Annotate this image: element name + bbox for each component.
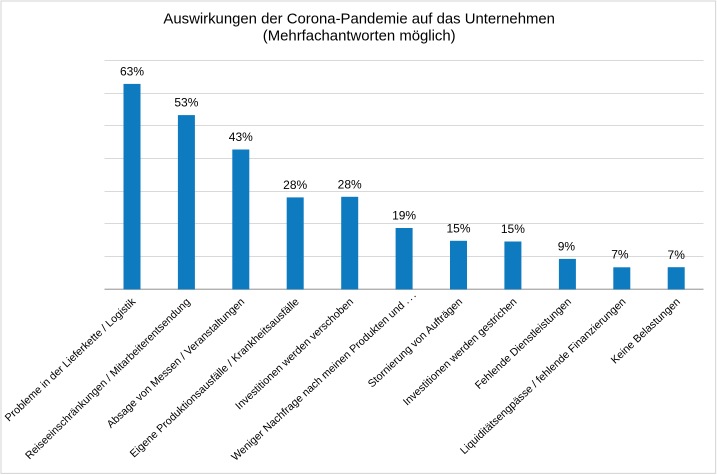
svg-text:15%: 15% <box>446 221 470 235</box>
svg-text:9%: 9% <box>558 240 576 254</box>
svg-text:7%: 7% <box>668 248 686 262</box>
svg-text:43%: 43% <box>229 130 253 144</box>
svg-text:19%: 19% <box>392 209 416 223</box>
svg-text:53%: 53% <box>174 96 198 110</box>
svg-text:Fehlende Dienstleistungen: Fehlende Dienstleistungen <box>473 296 574 392</box>
svg-text:63%: 63% <box>120 65 144 79</box>
svg-text:Auswirkungen der Corona-Pandem: Auswirkungen der Corona-Pandemie auf das… <box>163 11 555 27</box>
svg-text:Investitionen werden gestriche: Investitionen werden gestrichen <box>401 296 519 408</box>
svg-text:(Mehrfachantworten möglich): (Mehrfachantworten möglich) <box>263 29 456 45</box>
svg-text:28%: 28% <box>283 178 307 192</box>
svg-text:28%: 28% <box>338 177 362 191</box>
svg-text:15%: 15% <box>501 222 525 236</box>
svg-text:Stornierung von Aufträgen: Stornierung von Aufträgen <box>366 296 465 390</box>
svg-text:Weniger Nachfrage nach meinen: Weniger Nachfrage nach meinen Produkten … <box>229 289 418 463</box>
svg-text:7%: 7% <box>611 248 629 262</box>
